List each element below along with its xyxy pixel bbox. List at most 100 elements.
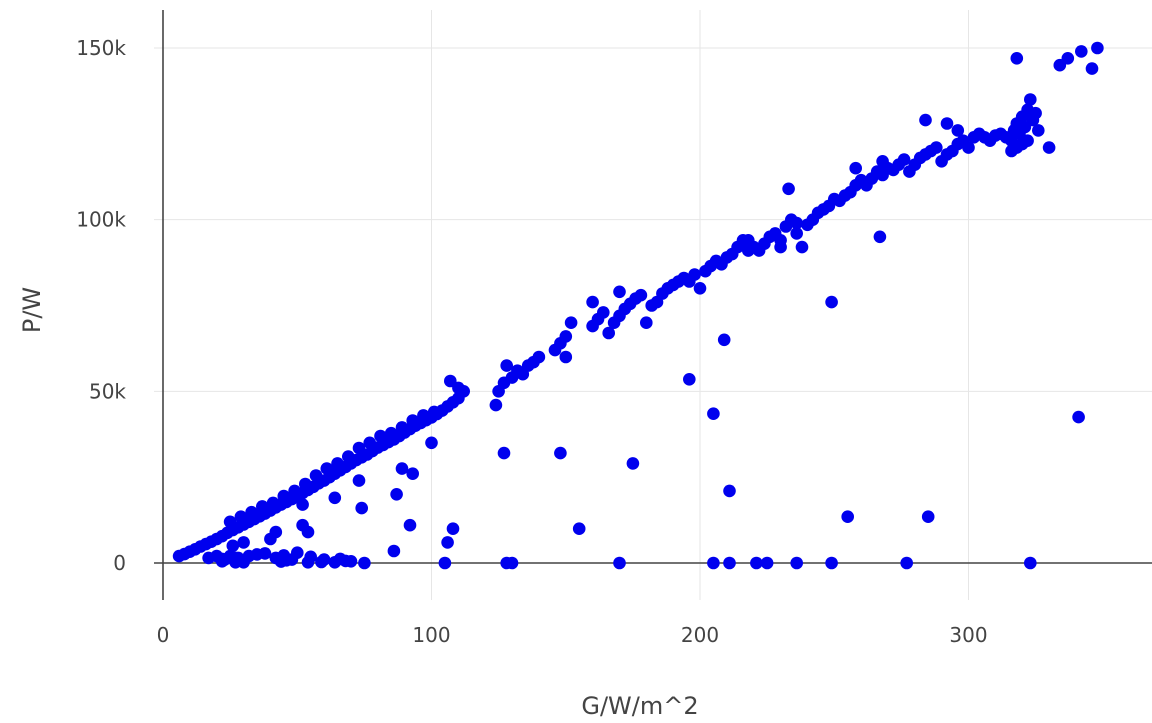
data-point bbox=[897, 153, 911, 166]
data-point bbox=[352, 474, 366, 487]
data-point bbox=[613, 556, 626, 570]
data-point bbox=[1024, 93, 1037, 106]
data-point bbox=[277, 489, 291, 503]
data-point bbox=[285, 553, 299, 566]
data-point bbox=[328, 491, 342, 505]
data-point bbox=[532, 350, 546, 364]
data-point bbox=[723, 556, 736, 570]
data-point bbox=[841, 510, 854, 523]
data-point bbox=[849, 161, 862, 175]
data-point bbox=[1005, 144, 1018, 158]
data-point bbox=[342, 450, 355, 463]
data-point bbox=[873, 230, 887, 244]
data-point bbox=[406, 414, 420, 427]
data-point bbox=[301, 556, 315, 569]
data-point bbox=[452, 381, 465, 395]
data-point bbox=[446, 522, 460, 535]
data-point bbox=[717, 333, 731, 347]
data-point bbox=[296, 498, 309, 511]
data-point bbox=[320, 462, 334, 475]
data-point bbox=[825, 295, 838, 309]
x-tick-label: 100 bbox=[412, 623, 450, 647]
data-point bbox=[626, 457, 640, 470]
data-point bbox=[602, 326, 615, 340]
data-point bbox=[425, 436, 438, 450]
data-point bbox=[1075, 45, 1088, 58]
tick-labels: 0 100 200 300 0 50k 100k 150k bbox=[76, 36, 987, 647]
grid bbox=[154, 10, 1152, 600]
data-point bbox=[245, 505, 258, 519]
data-point bbox=[693, 282, 707, 295]
data-point bbox=[328, 556, 342, 569]
data-point bbox=[634, 288, 648, 302]
data-point bbox=[274, 555, 288, 568]
data-point bbox=[921, 510, 935, 523]
data-point bbox=[930, 141, 943, 154]
data-point bbox=[505, 556, 519, 570]
data-point bbox=[497, 446, 511, 460]
data-point bbox=[315, 555, 328, 569]
data-point bbox=[795, 240, 809, 254]
y-tick-label: 100k bbox=[76, 208, 126, 232]
data-point bbox=[331, 457, 344, 470]
data-point bbox=[782, 182, 795, 196]
data-point bbox=[255, 500, 269, 513]
data-point bbox=[438, 556, 452, 570]
data-point bbox=[417, 409, 430, 422]
data-point bbox=[900, 556, 913, 570]
data-point bbox=[1072, 410, 1085, 424]
data-point bbox=[374, 429, 387, 443]
data-point bbox=[395, 421, 409, 434]
y-tick-label: 150k bbox=[76, 36, 126, 60]
data-point bbox=[559, 330, 573, 343]
data-point bbox=[403, 518, 417, 532]
data-point bbox=[790, 227, 803, 240]
data-point bbox=[1032, 124, 1045, 137]
data-point bbox=[258, 547, 272, 560]
data-point bbox=[760, 556, 774, 570]
data-point bbox=[597, 306, 610, 319]
data-point bbox=[572, 522, 586, 535]
data-point bbox=[427, 405, 441, 419]
data-point bbox=[237, 536, 250, 549]
data-point bbox=[299, 477, 312, 491]
data-point bbox=[226, 539, 240, 553]
data-point bbox=[387, 544, 401, 558]
data-point bbox=[344, 555, 358, 568]
data-point bbox=[489, 398, 503, 412]
data-point bbox=[919, 113, 932, 127]
y-axis-title: P/W bbox=[18, 287, 46, 333]
data-point bbox=[1024, 556, 1037, 570]
data-point bbox=[363, 436, 377, 450]
data-point bbox=[237, 556, 250, 569]
data-point bbox=[309, 469, 323, 482]
data-point bbox=[355, 501, 369, 515]
data-point bbox=[688, 268, 701, 281]
data-point bbox=[390, 488, 403, 501]
data-point bbox=[586, 295, 599, 309]
data-point bbox=[1061, 52, 1075, 65]
x-tick-label: 300 bbox=[949, 623, 987, 647]
data-point bbox=[825, 556, 838, 570]
data-point bbox=[774, 240, 787, 254]
data-point bbox=[406, 467, 420, 481]
data-point bbox=[559, 350, 573, 364]
data-point bbox=[296, 518, 309, 532]
data-point bbox=[1091, 41, 1104, 55]
y-tick-label: 50k bbox=[89, 379, 126, 403]
x-tick-label: 200 bbox=[681, 623, 719, 647]
data-point bbox=[358, 556, 371, 570]
data-point bbox=[723, 484, 736, 498]
data-point bbox=[1010, 52, 1024, 65]
data-point bbox=[395, 462, 409, 475]
data-point bbox=[234, 510, 248, 523]
y-tick-label: 0 bbox=[113, 551, 126, 575]
data-point bbox=[210, 549, 223, 563]
data-point bbox=[554, 446, 567, 460]
data-point bbox=[742, 234, 755, 247]
data-point bbox=[1021, 134, 1034, 147]
data-point bbox=[613, 285, 626, 299]
data-point bbox=[962, 141, 975, 154]
data-point bbox=[940, 117, 954, 130]
data-point bbox=[352, 441, 366, 455]
